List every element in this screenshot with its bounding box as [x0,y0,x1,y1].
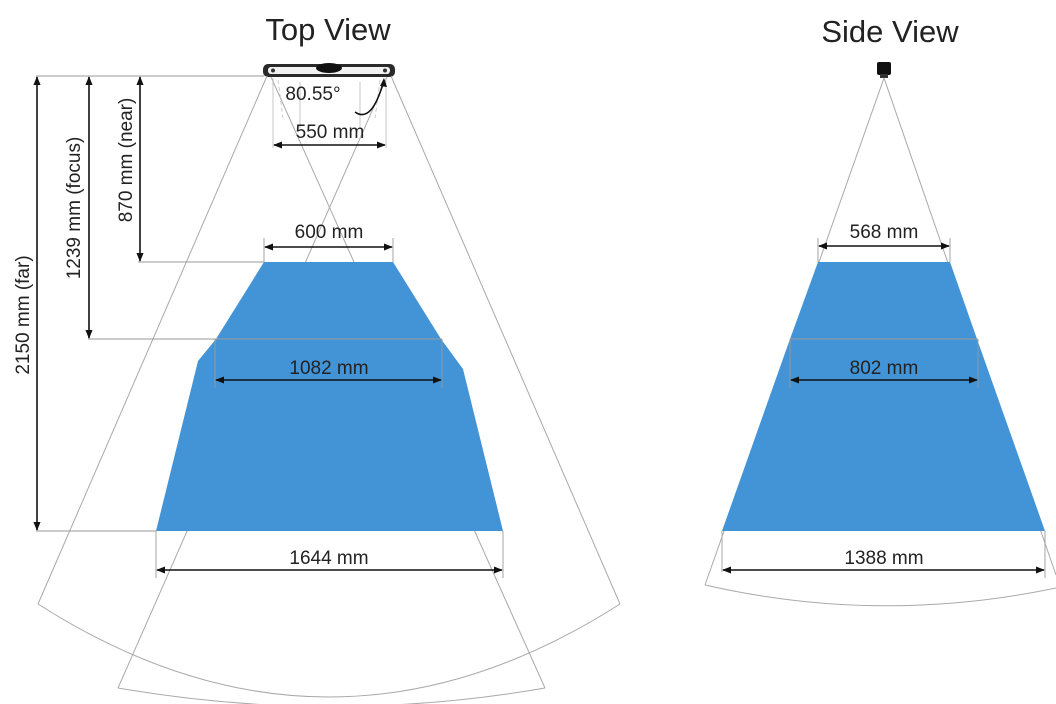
top-view: Top View [13,12,621,704]
angle-label: 80.55° [285,84,340,105]
side-view-coverage-area [722,262,1045,531]
side-view-title: Side View [821,14,959,49]
side-focus-width-dimension: 802 mm [789,338,979,388]
side-focus-width-label: 802 mm [850,358,919,379]
distance-reference-lines [36,75,264,532]
far-width-dimension: 1644 mm [155,531,504,578]
top-view-coverage-area [156,262,503,531]
far-width-label: 1644 mm [289,548,368,569]
side-far-width-dimension: 1388 mm [722,531,1046,578]
focus-width-label: 1082 mm [289,358,368,379]
sensor-width-dimension: 550 mm [273,122,386,149]
near-width-dimension: 600 mm [263,222,394,262]
side-near-width-label: 568 mm [850,222,919,243]
focus-distance-label: 1239 mm (focus) [64,137,85,280]
focus-width-dimension: 1082 mm [214,338,443,388]
sensor-width-label: 550 mm [296,122,365,143]
top-view-title: Top View [265,12,391,47]
near-width-label: 600 mm [295,222,364,243]
far-distance-label: 2150 mm (far) [13,255,34,374]
near-distance-dimension: 870 mm (near) [116,76,144,262]
angle-arrow-icon [380,78,387,87]
near-distance-label: 870 mm (near) [116,98,137,223]
angle-arc [354,79,385,116]
camera-side-icon [877,62,891,78]
side-far-width-label: 1388 mm [844,548,923,569]
outer-field-of-view [37,75,621,698]
camera-bar-icon [263,63,395,77]
focus-distance-dimension: 1239 mm (focus) [64,76,93,339]
side-near-width-dimension: 568 mm [817,222,951,262]
side-view: Side View 568 mm 802 mm [704,14,1056,607]
near-field-lines [272,78,387,148]
far-distance-dimension: 2150 mm (far) [13,76,41,531]
